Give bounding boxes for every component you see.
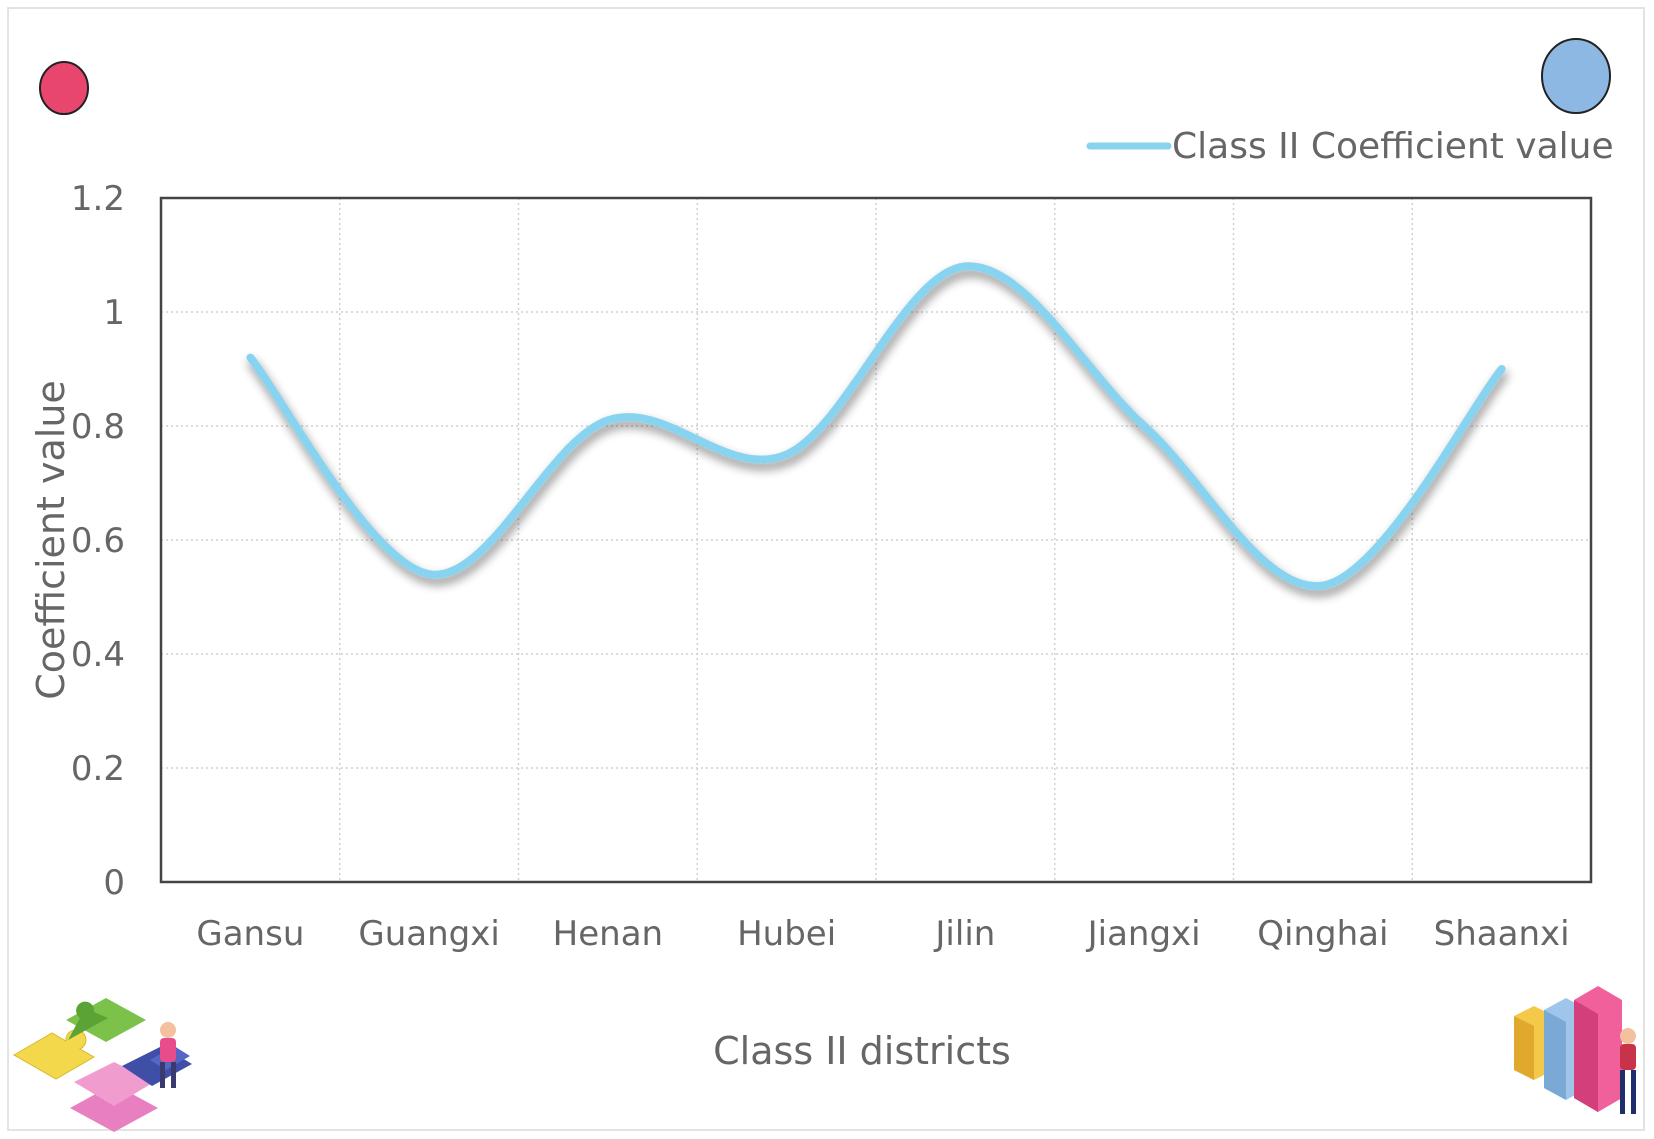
plot-area-border (159, 196, 1593, 884)
x-tick-label: Guangxi (358, 914, 499, 954)
y-tick-label: 0.2 (71, 749, 125, 789)
x-tick-label: Jilin (933, 914, 995, 954)
x-tick-label: Hubei (737, 914, 836, 954)
x-tick-label: Henan (553, 914, 663, 954)
pink-circle-decoration (39, 61, 89, 115)
y-tick-label: 1 (103, 293, 125, 333)
y-tick-label: 1.2 (71, 179, 125, 219)
x-tick-label: Qinghai (1257, 914, 1388, 954)
y-tick-label: 0.8 (71, 407, 125, 447)
x-axis-title: Class II districts (713, 1029, 1011, 1073)
series-lines (246, 262, 1506, 591)
y-axis-ticks: 0 0.2 0.4 0.6 0.8 1 1.2 (71, 179, 125, 903)
x-axis-ticks: Gansu Guangxi Henan Hubei Jilin Jiangxi Qingha… (196, 914, 1569, 954)
bar-chart-person-icon (1514, 986, 1636, 1114)
chart-frame (7, 7, 1645, 1131)
y-tick-label: 0 (103, 863, 125, 903)
gridlines (161, 197, 1591, 882)
y-axis-title: Coefficient value (29, 380, 73, 700)
y-tick-label: 0.6 (71, 521, 125, 561)
series-line (246, 262, 1506, 591)
y-tick-label: 0.4 (71, 635, 125, 675)
legend-label: Class II Coefficient value (1172, 126, 1614, 167)
x-tick-label: Shaanxi (1434, 914, 1570, 954)
blue-circle-decoration (1541, 38, 1611, 114)
x-tick-label: Gansu (196, 914, 304, 954)
legend: Class II Coefficient value (1086, 126, 1614, 167)
x-tick-label: Jiangxi (1086, 914, 1201, 954)
puzzle-pieces-people-icon (12, 998, 192, 1132)
